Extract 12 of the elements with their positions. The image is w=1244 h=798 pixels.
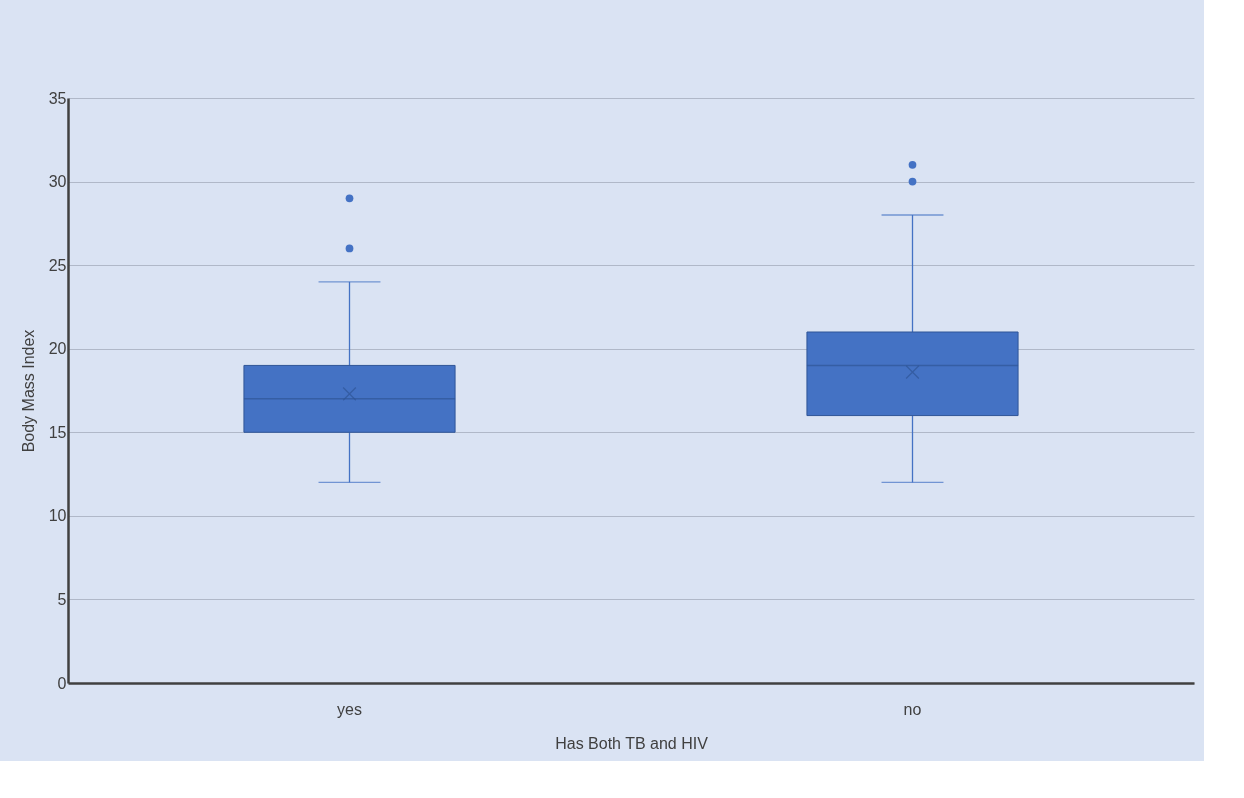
y-tick-label: 10 [48, 507, 67, 525]
x-axis-title: Has Both TB and HIV [555, 734, 709, 752]
y-axis-title: Body Mass Index [19, 329, 37, 453]
y-tick-label: 5 [57, 590, 67, 608]
y-tick-label: 25 [48, 256, 67, 274]
y-tick-label: 20 [48, 340, 67, 358]
y-tick-label: 35 [48, 89, 67, 107]
x-tick-label: no [903, 700, 922, 718]
x-tick-label: yes [337, 700, 362, 718]
y-tick-label: 30 [48, 173, 67, 191]
y-tick-label: 15 [48, 423, 67, 441]
y-tick-label: 0 [57, 674, 67, 692]
